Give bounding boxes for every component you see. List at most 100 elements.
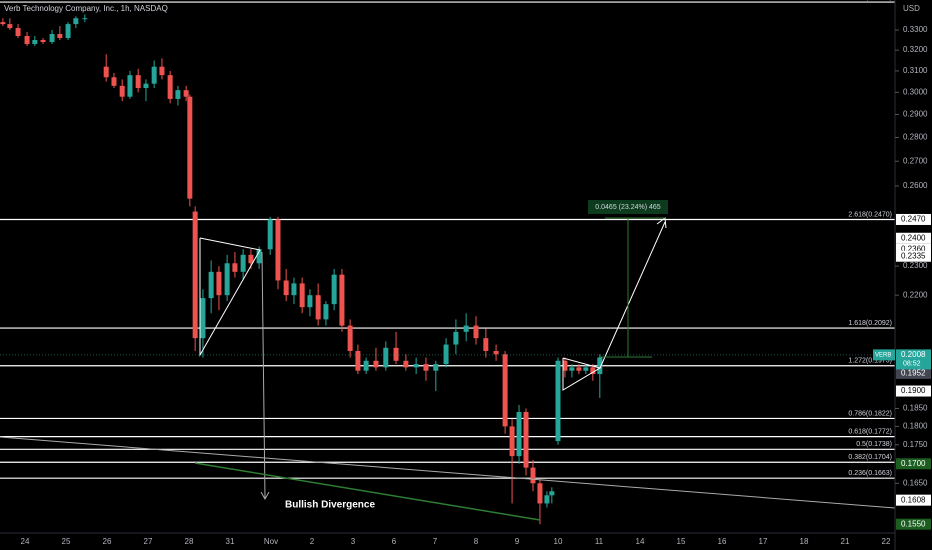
candle-body	[24, 35, 30, 45]
y-tick-label: 0.1850	[903, 404, 928, 413]
candle-body	[283, 280, 289, 296]
candle-body	[523, 412, 529, 468]
price-badge-label: 0.1550	[901, 519, 926, 528]
candle-body	[192, 211, 198, 339]
price-badge	[896, 494, 931, 506]
candle-body	[463, 325, 469, 332]
candle-body	[159, 66, 165, 76]
arrow-head	[260, 491, 270, 501]
y-tick-label: 0.2200	[903, 290, 928, 299]
candle-body	[167, 75, 173, 99]
x-tick-label: 25	[62, 537, 71, 546]
candle-body	[7, 24, 13, 29]
x-tick-label: 26	[103, 537, 112, 546]
candle-body	[597, 357, 603, 375]
candle-body	[562, 360, 568, 371]
candle-body	[200, 298, 206, 339]
candle-body	[0, 22, 6, 25]
candle-body	[291, 283, 297, 296]
y-tick-label: 0.2900	[903, 110, 928, 119]
measure-label: 0.0465 (23.24%) 465	[595, 204, 660, 211]
candle-body	[183, 90, 189, 97]
candle-body	[516, 412, 522, 457]
candle-body	[549, 491, 555, 496]
candle-body	[175, 90, 181, 99]
chart-title: Verb Technology Company, Inc., 1h, NASDA…	[4, 4, 168, 13]
last-price-label: 0.2008	[901, 350, 926, 359]
candle-body	[315, 295, 321, 320]
x-tick-label: 7	[433, 537, 438, 546]
fib-label: 2.618(0.2470)	[848, 211, 892, 218]
candle-body	[15, 28, 21, 36]
fib-label: 1.272(0.1975)	[848, 358, 892, 365]
fib-label: 0.786(0.1822)	[848, 410, 892, 417]
price-badge	[896, 250, 931, 262]
candle-body	[509, 426, 515, 457]
candle-body	[347, 325, 353, 351]
candle-body	[208, 271, 214, 299]
candle-body	[248, 254, 254, 264]
candle-body	[544, 495, 550, 504]
price-badge-label: 0.1700	[901, 459, 926, 468]
fib-label: 0.618(0.1772)	[848, 428, 892, 435]
x-tick-label: 11	[595, 537, 604, 546]
candle-body	[590, 367, 596, 375]
triangle	[199, 237, 261, 357]
candle-body	[331, 274, 337, 305]
symbol-label: VERB	[875, 352, 891, 358]
candle-body	[339, 274, 345, 326]
candle-body	[143, 83, 149, 88]
x-tick-label: 16	[718, 537, 727, 546]
target-arrow	[599, 221, 666, 369]
x-tick-label: 22	[882, 537, 891, 546]
fib-label: 4.618(0.3444)	[848, 0, 892, 1]
x-tick-label: 17	[759, 537, 768, 546]
x-tick-label: 15	[677, 537, 686, 546]
price-badge-label: 0.2335	[901, 251, 926, 260]
candle-body	[49, 33, 55, 43]
price-badge	[896, 367, 931, 379]
x-tick-label: 3	[351, 537, 356, 546]
fib-label: 1.618(0.2092)	[848, 320, 892, 327]
x-tick-label: 21	[841, 537, 850, 546]
candle-body	[232, 263, 238, 272]
candle-body	[119, 85, 125, 97]
candle-body	[569, 367, 575, 371]
trend-line	[0, 436, 896, 509]
y-tick-label: 0.1650	[903, 478, 928, 487]
candle-body	[373, 360, 379, 368]
candle-body	[32, 40, 38, 45]
y-tick-label: 0.1800	[903, 422, 928, 431]
price-badge-label: 0.1608	[901, 495, 926, 504]
last-price-badge	[896, 349, 931, 370]
price-badge-label: 0.2360	[901, 244, 926, 253]
y-tick-label: 0.1750	[903, 440, 928, 449]
candle-body	[493, 350, 499, 355]
fib-label: 0.5(0.1738)	[856, 441, 892, 448]
candle-body	[73, 18, 79, 25]
x-tick-label: 27	[144, 537, 153, 546]
x-tick-label: 18	[800, 537, 809, 546]
x-tick-label: 24	[21, 537, 30, 546]
price-badge	[896, 243, 931, 255]
candle-body	[355, 350, 361, 371]
candle-body	[583, 367, 589, 371]
fib-label: 0.382(0.1704)	[848, 454, 892, 461]
divergence-line	[194, 462, 541, 521]
candle-body	[111, 77, 117, 86]
candle-body	[423, 364, 429, 371]
candle-body	[216, 271, 222, 296]
price-badge	[896, 385, 931, 397]
price-badge-label: 0.1900	[901, 386, 926, 395]
x-tick-label: 9	[515, 537, 520, 546]
price-badge	[896, 518, 931, 530]
price-badge-label: 0.1952	[901, 368, 926, 377]
candle-body	[576, 367, 582, 371]
candle-body	[363, 360, 369, 371]
price-badge	[896, 458, 931, 470]
candle-body	[127, 75, 133, 97]
candle-body	[82, 18, 88, 20]
price-badge	[896, 213, 931, 225]
candle-body	[393, 347, 399, 361]
